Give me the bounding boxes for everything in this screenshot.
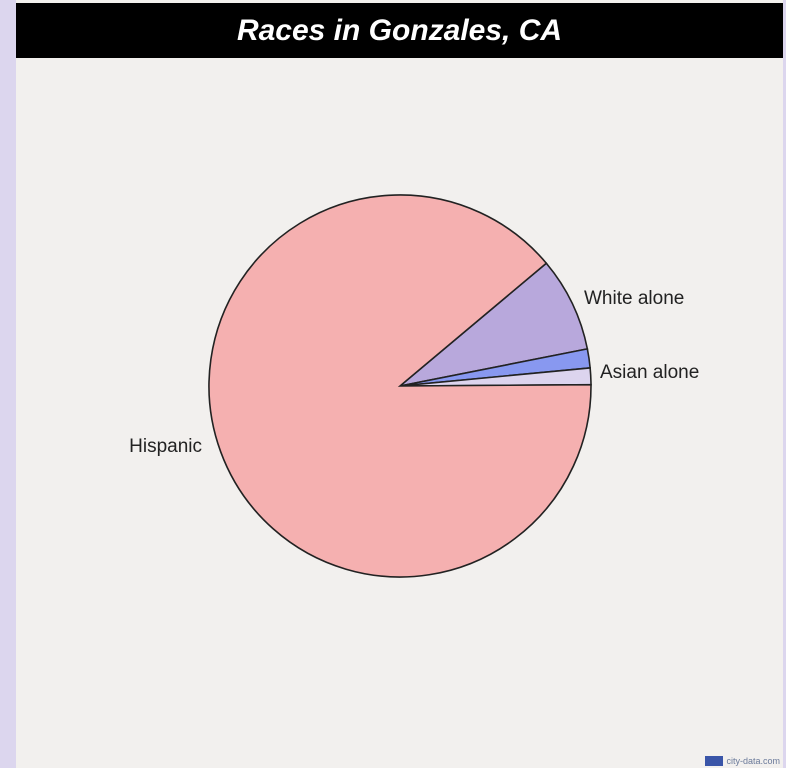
pie-slice-hispanic [208,194,592,578]
chart-frame: Races in Gonzales, CA White alone Asian a… [16,0,783,768]
city-data-logo-icon [705,756,724,766]
watermark-text: city-data.com [726,756,780,766]
watermark: city-data.com [705,756,780,766]
pie-label-asian-alone: Asian alone [600,362,699,383]
chart-title-bar: Races in Gonzales, CA [16,3,783,58]
chart-title: Races in Gonzales, CA [236,13,563,47]
pie-label-hispanic: Hispanic [129,436,202,457]
pie-slice-white-alone [399,262,589,387]
pie-labels: White alone Asian alone Hispanic [129,288,699,457]
pie-slices [208,194,592,578]
pie-chart: White alone Asian alone Hispanic [129,194,699,578]
pie-label-white-alone: White alone [584,288,684,309]
